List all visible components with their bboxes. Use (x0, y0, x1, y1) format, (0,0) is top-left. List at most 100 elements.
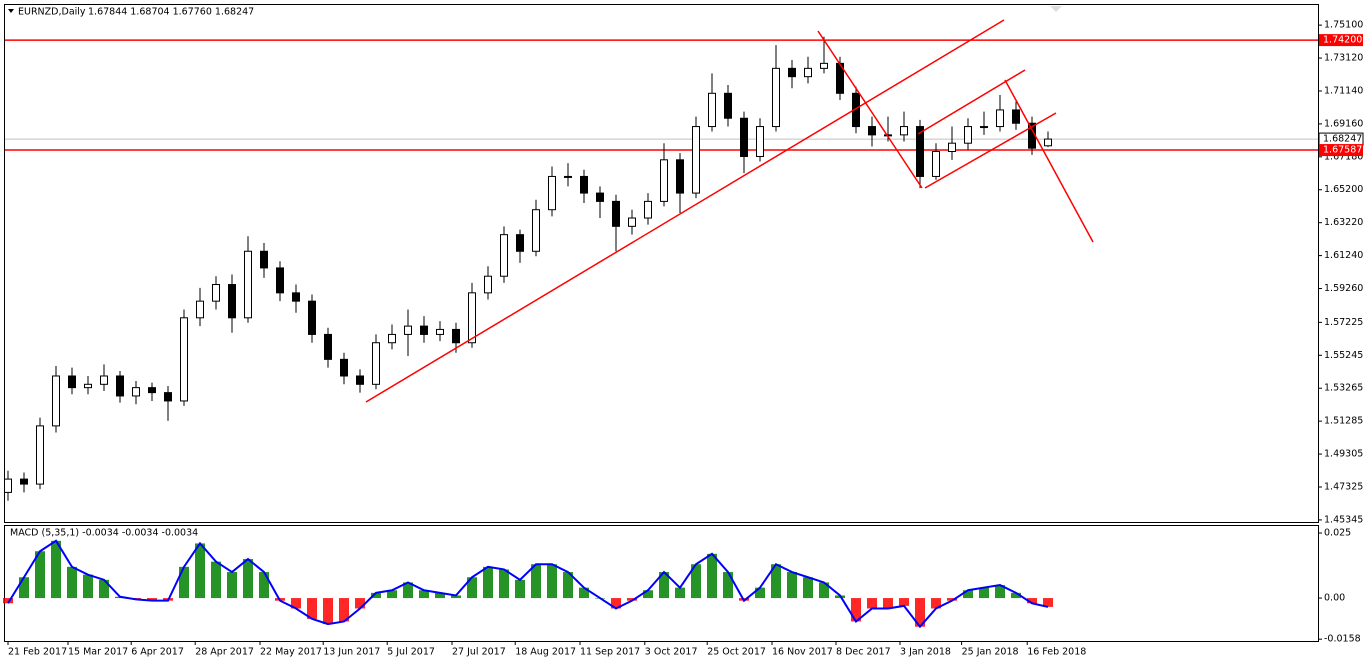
scroll-marker (1050, 6, 1062, 12)
candle-body (932, 151, 940, 177)
candle-body (596, 192, 604, 202)
macd-title: MACD (5,35,1) -0.0034 -0.0034 -0.0034 (10, 528, 198, 539)
y-tick-label: 1.49305 (1324, 449, 1363, 460)
x-tick-label: 27 Jul 2017 (452, 647, 506, 658)
macd-bar (35, 551, 45, 599)
x-tick-label: 15 Mar 2017 (68, 647, 128, 658)
candle-body (756, 126, 764, 157)
trend-line (917, 69, 1026, 135)
candle-body (484, 275, 492, 294)
macd-bar (851, 598, 861, 622)
y-tick-label: 1.51285 (1324, 416, 1363, 427)
candle-body (212, 284, 220, 302)
candle-body (260, 250, 268, 269)
candle-body (308, 300, 316, 335)
macd-bar (899, 598, 909, 606)
candle-body (356, 375, 364, 385)
candle-body (740, 117, 748, 157)
candle-body (996, 109, 1004, 128)
x-tick-label: 3 Jan 2018 (900, 647, 951, 658)
y-tick-label: 0.025 (1324, 528, 1351, 539)
macd-bar (419, 590, 429, 599)
candle-body (868, 126, 876, 136)
y-tick-label: 1.57225 (1324, 317, 1363, 328)
x-tick-label: 5 Jul 2017 (387, 647, 435, 658)
candle-body (164, 392, 172, 402)
candle-body (244, 250, 252, 319)
x-tick-label: 21 Feb 2017 (8, 647, 67, 658)
hline-label-box (1319, 144, 1363, 157)
x-tick-label: 16 Feb 2018 (1027, 647, 1086, 658)
trend-line (1004, 79, 1094, 243)
macd-bar (675, 587, 685, 599)
macd-bar (67, 566, 77, 599)
candle-body (804, 67, 812, 78)
macd-bar (307, 598, 317, 619)
macd-bar (691, 564, 701, 599)
candle-body (324, 333, 332, 360)
macd-bar (787, 572, 797, 599)
candle-body (1044, 138, 1052, 147)
trend-line (924, 112, 1057, 189)
macd-bar (915, 598, 925, 627)
candle-body (500, 234, 508, 277)
macd-bar (643, 590, 653, 599)
macd-bar (1011, 592, 1021, 599)
candle-body (724, 92, 732, 119)
candle-body (964, 126, 972, 144)
x-tick-label: 25 Jan 2018 (962, 647, 1019, 658)
y-tick-label: -0.0158 (1324, 634, 1361, 645)
candle-body (84, 383, 92, 389)
last-price-label: 1.68247 (1323, 134, 1362, 145)
macd-bar (323, 598, 333, 625)
candle-body (20, 478, 28, 485)
candle-body (660, 159, 668, 202)
x-tick-label: 3 Oct 2017 (645, 647, 698, 658)
macd-bar (627, 598, 637, 601)
trend-line (817, 30, 923, 189)
macd-bar (579, 587, 589, 599)
macd-bar (451, 595, 461, 599)
macd-bar (3, 598, 13, 604)
x-tick-label: 13 Jun 2017 (323, 647, 380, 658)
macd-bar (611, 598, 621, 609)
candle-body (148, 387, 156, 394)
macd-bar (291, 598, 301, 609)
candle-body (228, 284, 236, 319)
macd-bar (931, 598, 941, 609)
candle-body (196, 300, 204, 319)
candle-body (132, 387, 140, 397)
macd-bar (211, 561, 221, 599)
candle-body (772, 67, 780, 128)
candle-body (404, 325, 412, 335)
macd-bar (819, 582, 829, 599)
macd-bar (83, 574, 93, 599)
x-tick-label: 25 Oct 2017 (707, 647, 766, 658)
candle-body (820, 62, 828, 69)
y-tick-label: 1.71140 (1324, 85, 1363, 96)
candle-body (468, 292, 476, 344)
trend-line (365, 19, 1005, 403)
candle-body (340, 358, 348, 377)
macd-bar (995, 585, 1005, 599)
candle-body (452, 328, 460, 344)
menu-arrow[interactable] (8, 9, 14, 13)
candle-body (708, 92, 716, 128)
y-tick-label: 1.45345 (1324, 514, 1363, 525)
hline-label: 1.74200 (1323, 35, 1362, 46)
macd-bar (963, 590, 973, 599)
y-tick-label: 1.63220 (1324, 217, 1363, 228)
macd-bar (51, 540, 61, 599)
x-tick-label: 16 Nov 2017 (772, 647, 833, 658)
macd-bar (515, 579, 525, 599)
candle-body (292, 292, 300, 302)
macd-bar (707, 553, 717, 599)
candle-body (436, 328, 444, 335)
x-tick-label: 28 Apr 2017 (195, 647, 254, 658)
macd-bar (723, 572, 733, 599)
y-tick-label: 1.69160 (1324, 118, 1363, 129)
x-tick-label: 11 Sep 2017 (580, 647, 640, 658)
macd-bar (883, 598, 893, 609)
